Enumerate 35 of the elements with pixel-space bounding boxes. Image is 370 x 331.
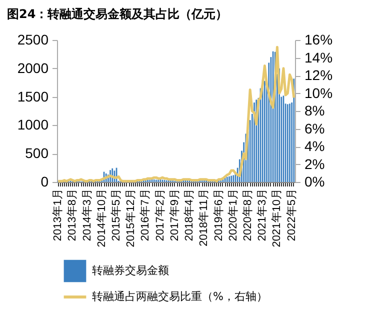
- x-tick-label: 2015年5月: [110, 188, 123, 242]
- x-tick-label: 2013年8月: [66, 188, 79, 242]
- y-tick-label: 2500: [17, 32, 49, 48]
- y2-tick-label: 8%: [304, 102, 325, 118]
- x-tick-label: 2013年1月: [52, 188, 64, 242]
- x-tick-label: 2020年1月: [227, 188, 240, 242]
- y2-tick-label: 4%: [304, 138, 325, 154]
- x-tick-label: 2018年11月: [198, 188, 210, 246]
- x-tick-label: 2014年10月: [96, 188, 108, 248]
- x-tick-label: 2014年3月: [81, 188, 94, 242]
- x-tick-label: 2020年8月: [242, 188, 254, 242]
- y-tick-label: 0: [40, 174, 49, 190]
- y2-tick-label: 2%: [304, 156, 325, 172]
- y2-tick-label: 6%: [304, 120, 325, 136]
- y2-tick-label: 10%: [304, 84, 333, 101]
- x-tick-label: 2017年2月: [154, 188, 166, 242]
- x-tick-label: 2018年4月: [184, 188, 196, 242]
- y2-tick-label: 16%: [304, 32, 333, 48]
- x-tick-label: 2016年7月: [140, 188, 152, 242]
- y2-tick-label: 12%: [304, 67, 333, 83]
- y2-tick-label: 0%: [304, 174, 325, 190]
- y2-tick-label: 14%: [304, 49, 333, 66]
- y-tick-label: 1000: [17, 116, 49, 133]
- y-tick-label: 1500: [17, 88, 49, 104]
- y-tick-label: 2000: [17, 60, 49, 76]
- legend-label: 转融通占两融交易比重（%，右轴）: [92, 290, 268, 303]
- x-tick-label: 2017年9月: [168, 188, 181, 242]
- chart-title: 图24：转融通交易金额及其占比（亿元）: [7, 7, 228, 21]
- x-tick-label: 2019年6月: [212, 188, 225, 242]
- x-tick-label: 2015年12月: [125, 188, 138, 248]
- x-tick-label: 2021年3月: [256, 188, 269, 242]
- x-tick-label: 2022年5月: [286, 188, 298, 242]
- x-tick-label: 2021年10月: [271, 188, 284, 248]
- legend-label: 转融券交易金额: [92, 264, 169, 277]
- y-tick-label: 500: [25, 145, 49, 162]
